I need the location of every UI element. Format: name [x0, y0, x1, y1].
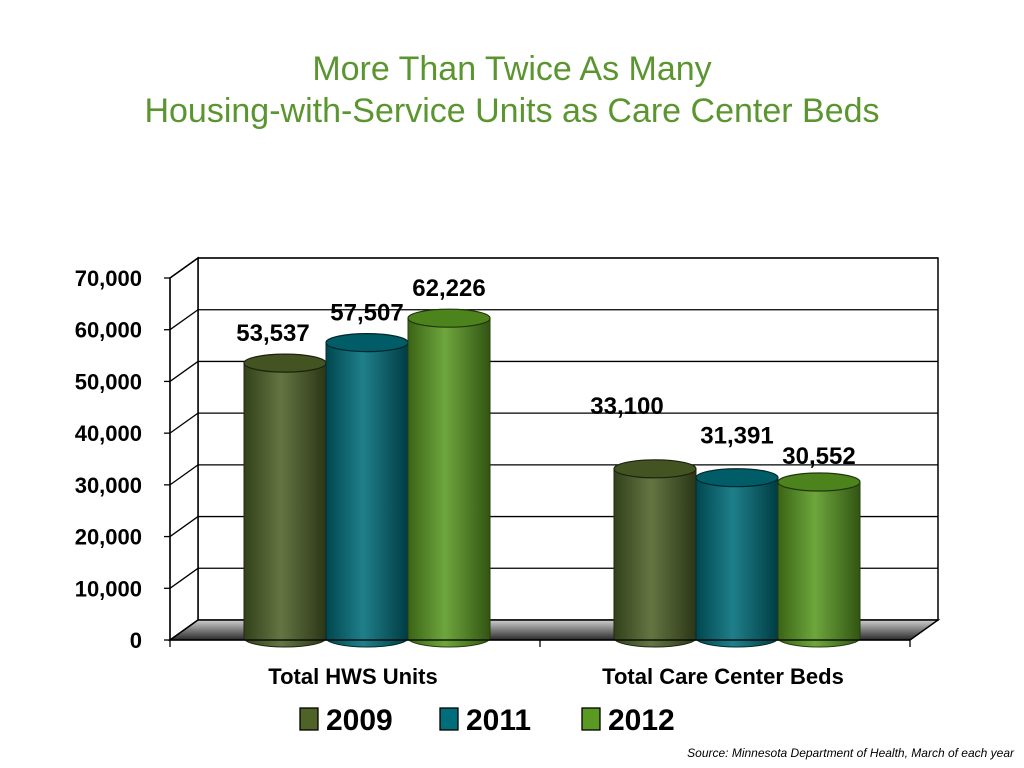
chart-title-line-2: Housing-with-Service Units as Care Cente… [144, 92, 880, 130]
bar-2012-hws [407, 308, 491, 648]
bar-top [407, 308, 491, 328]
data-labels: 53,537 57,507 62,226 33,100 31,391 30,552 [236, 275, 855, 470]
y-axis: 0 10,000 20,000 30,000 40,000 50,000 60,000 70,… [75, 266, 171, 653]
gridline [169, 360, 938, 382]
side-wall [169, 256, 199, 642]
bar-body [407, 317, 491, 648]
bar-2011-care-center [695, 468, 779, 648]
bar-2012-care-center [777, 472, 861, 648]
bar-2009-hws [243, 353, 327, 648]
category-label: Total Care Center Beds [602, 664, 844, 689]
legend-item: 2012 [581, 704, 675, 737]
bar-top [695, 468, 779, 488]
legend-swatch [439, 707, 459, 731]
y-tick-label: 60,000 [75, 318, 142, 343]
bar-top [613, 459, 697, 479]
y-tick-label: 50,000 [75, 369, 142, 394]
legend-item: 2009 [299, 704, 393, 737]
legend-label: 2011 [466, 704, 531, 737]
data-label: 30,552 [782, 443, 855, 470]
data-label: 31,391 [700, 423, 773, 450]
bar-body [777, 481, 861, 648]
y-tick-label: 20,000 [75, 525, 142, 550]
gridline [169, 412, 938, 434]
bar-body [613, 468, 697, 648]
data-label: 57,507 [330, 300, 403, 327]
bar-top [243, 353, 327, 373]
bar-top [777, 472, 861, 492]
data-label: 62,226 [412, 275, 485, 302]
y-tick-label: 70,000 [75, 266, 142, 291]
legend-label: 2009 [326, 704, 393, 737]
chart-title-line-1: More Than Twice As Many [312, 50, 712, 88]
x-axis: Total HWS Units Total Care Center Beds [169, 639, 911, 689]
chart-title: More Than Twice As Many Housing-with-Ser… [0, 48, 1024, 132]
bar-body [325, 342, 409, 648]
category-label: Total HWS Units [268, 664, 437, 689]
legend-swatch [581, 707, 601, 731]
y-tick-label: 30,000 [75, 473, 142, 498]
gridline [169, 309, 938, 331]
y-tick-label: 40,000 [75, 421, 142, 446]
legend: 2009 2011 2012 [299, 704, 675, 737]
legend-swatch [299, 707, 319, 731]
bar-2011-hws [325, 333, 409, 648]
y-tick-label: 0 [130, 628, 142, 653]
bar-2009-care-center [613, 459, 697, 648]
bar-body [695, 477, 779, 648]
bar-body [243, 362, 327, 648]
source-note: Source: Minnesota Department of Health, … [687, 746, 1014, 760]
bar-top [325, 333, 409, 353]
legend-label: 2012 [608, 704, 675, 737]
data-label: 33,100 [590, 393, 663, 420]
gridline [169, 257, 938, 279]
legend-item: 2011 [439, 704, 531, 737]
data-label: 53,537 [236, 320, 309, 347]
y-tick-label: 10,000 [75, 576, 142, 601]
bars [243, 308, 861, 648]
